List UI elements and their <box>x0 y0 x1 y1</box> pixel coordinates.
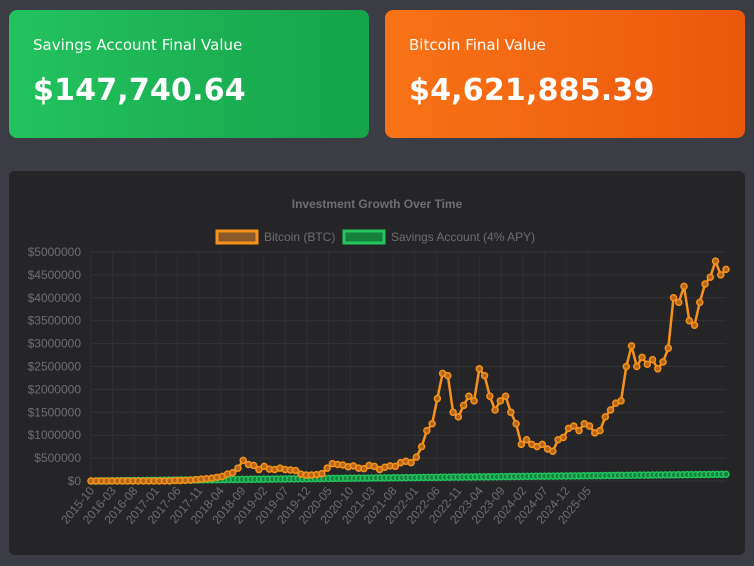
data-point[interactable] <box>318 469 326 478</box>
data-point[interactable] <box>391 462 400 471</box>
data-point[interactable] <box>633 362 641 371</box>
data-point[interactable] <box>575 426 583 435</box>
data-point[interactable] <box>549 447 557 455</box>
data-point[interactable] <box>449 408 457 417</box>
data-point[interactable] <box>428 420 436 428</box>
data-point[interactable] <box>454 413 463 421</box>
bitcoin-card-value: $4,621,885.39 <box>409 73 655 108</box>
data-point[interactable] <box>717 271 725 279</box>
y-tick-label: $4000000 <box>28 291 82 305</box>
savings-final-value-card: Savings Account Final Value $147,740.64 <box>9 10 369 138</box>
data-point[interactable] <box>669 294 678 302</box>
data-point[interactable] <box>417 442 426 451</box>
data-point[interactable] <box>255 465 263 474</box>
chart-title: Investment Growth Over Time <box>292 197 463 211</box>
data-point[interactable] <box>360 464 368 473</box>
data-point[interactable] <box>559 433 568 442</box>
data-point[interactable] <box>501 392 510 401</box>
data-point[interactable] <box>617 397 625 405</box>
data-point[interactable] <box>680 282 688 291</box>
data-point[interactable] <box>412 453 421 461</box>
y-tick-label: $0 <box>68 474 82 488</box>
data-point[interactable] <box>433 394 442 403</box>
data-point[interactable] <box>722 470 730 478</box>
data-point[interactable] <box>722 265 730 274</box>
data-point[interactable] <box>507 408 515 417</box>
legend-label[interactable]: Bitcoin (BTC) <box>264 230 335 244</box>
y-tick-label: $1500000 <box>28 405 82 419</box>
data-point[interactable] <box>701 280 709 288</box>
data-point[interactable] <box>690 321 699 330</box>
data-point[interactable] <box>654 365 662 373</box>
data-point[interactable] <box>606 406 615 414</box>
data-point[interactable] <box>459 401 468 410</box>
investment-growth-chart-panel: Investment Growth Over Time Bitcoin (BTC… <box>9 171 745 555</box>
data-point[interactable] <box>239 456 247 465</box>
y-tick-label: $4500000 <box>28 268 82 282</box>
data-point[interactable] <box>475 365 484 373</box>
legend-swatch <box>215 229 259 245</box>
data-point[interactable] <box>491 406 499 414</box>
legend-label[interactable]: Savings Account (4% APY) <box>391 230 535 244</box>
data-point[interactable] <box>444 371 452 380</box>
data-point[interactable] <box>622 362 631 371</box>
data-point[interactable] <box>570 422 578 430</box>
data-point[interactable] <box>627 342 636 350</box>
bitcoin-final-value-card: Bitcoin Final Value $4,621,885.39 <box>385 10 745 138</box>
y-tick-label: $3500000 <box>28 314 82 328</box>
data-point[interactable] <box>685 316 694 325</box>
data-point[interactable] <box>291 466 300 475</box>
data-point[interactable] <box>664 344 673 352</box>
data-point[interactable] <box>407 458 415 467</box>
data-point[interactable] <box>638 353 646 362</box>
data-point[interactable] <box>596 426 604 435</box>
y-tick-label: $500000 <box>34 451 81 465</box>
y-tick-label: $2000000 <box>28 382 82 396</box>
data-point[interactable] <box>538 440 547 449</box>
legend-swatch <box>342 229 386 245</box>
data-point[interactable] <box>706 273 715 281</box>
data-point[interactable] <box>234 464 242 472</box>
data-point[interactable] <box>512 420 520 428</box>
data-point[interactable] <box>465 392 473 401</box>
data-point[interactable] <box>496 397 505 405</box>
data-point[interactable] <box>480 371 489 380</box>
data-point[interactable] <box>423 426 431 435</box>
savings-card-value: $147,740.64 <box>33 73 246 108</box>
data-point[interactable] <box>486 392 494 401</box>
data-point[interactable] <box>228 469 237 477</box>
y-tick-label: $3000000 <box>28 337 82 351</box>
bitcoin-card-label: Bitcoin Final Value <box>409 36 546 54</box>
data-point[interactable] <box>648 355 657 364</box>
data-point[interactable] <box>249 461 258 470</box>
data-point[interactable] <box>370 462 379 471</box>
y-tick-label: $5000000 <box>28 245 82 259</box>
data-point[interactable] <box>659 358 667 366</box>
data-point[interactable] <box>675 298 683 307</box>
data-point[interactable] <box>696 298 704 307</box>
data-point[interactable] <box>470 397 478 405</box>
data-point[interactable] <box>711 257 720 265</box>
series-line <box>91 259 727 483</box>
data-point[interactable] <box>517 440 526 449</box>
y-tick-label: $1000000 <box>28 428 82 442</box>
data-point[interactable] <box>323 464 331 472</box>
data-point[interactable] <box>643 360 652 368</box>
investment-growth-chart: Investment Growth Over Time Bitcoin (BTC… <box>28 197 730 527</box>
savings-card-label: Savings Account Final Value <box>33 36 243 54</box>
data-point[interactable] <box>601 413 610 421</box>
data-point[interactable] <box>522 436 531 444</box>
y-tick-label: $2500000 <box>28 360 82 374</box>
data-point[interactable] <box>585 422 594 430</box>
